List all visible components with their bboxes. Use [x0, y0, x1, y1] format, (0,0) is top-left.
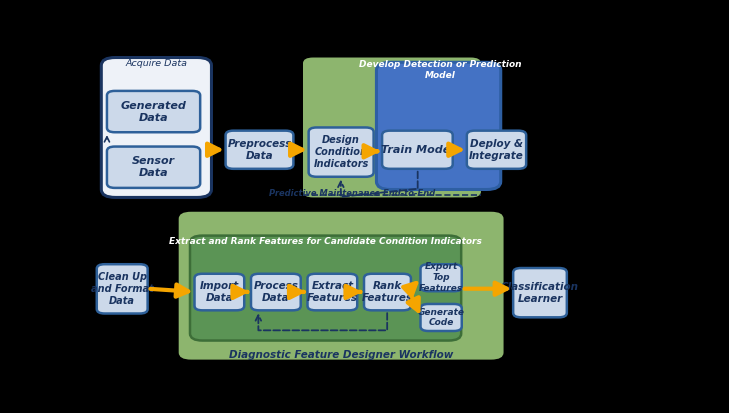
Text: Acquire Data: Acquire Data — [125, 59, 187, 69]
Text: Rank
Features: Rank Features — [362, 281, 413, 303]
FancyBboxPatch shape — [467, 131, 526, 169]
FancyBboxPatch shape — [303, 57, 481, 197]
Text: Extract
Features: Extract Features — [307, 281, 358, 303]
FancyBboxPatch shape — [107, 91, 200, 132]
Text: Process
Data: Process Data — [254, 281, 298, 303]
Text: Predictive Maintenance End-to-End: Predictive Maintenance End-to-End — [269, 189, 435, 198]
Text: Design
Condition
Indicators: Design Condition Indicators — [313, 135, 369, 169]
FancyBboxPatch shape — [97, 264, 147, 313]
FancyBboxPatch shape — [251, 274, 301, 310]
FancyBboxPatch shape — [376, 62, 501, 190]
Text: Generate
Code: Generate Code — [418, 308, 464, 328]
Text: Extract and Rank Features for Candidate Condition Indicators: Extract and Rank Features for Candidate … — [169, 237, 482, 247]
FancyBboxPatch shape — [107, 147, 200, 188]
FancyBboxPatch shape — [308, 128, 373, 177]
Text: Clean Up
and Format
Data: Clean Up and Format Data — [91, 272, 154, 306]
FancyBboxPatch shape — [308, 274, 357, 310]
FancyBboxPatch shape — [513, 268, 567, 317]
FancyBboxPatch shape — [421, 264, 461, 291]
FancyBboxPatch shape — [364, 274, 411, 310]
FancyBboxPatch shape — [195, 274, 244, 310]
FancyBboxPatch shape — [101, 57, 211, 197]
FancyBboxPatch shape — [421, 304, 461, 331]
Text: Export
Top
Features: Export Top Features — [419, 263, 463, 293]
Text: Train Model: Train Model — [381, 145, 454, 155]
Text: Deploy &
Integrate: Deploy & Integrate — [469, 139, 524, 161]
Text: Classification
Learner: Classification Learner — [501, 282, 579, 304]
Text: Sensor
Data: Sensor Data — [132, 156, 175, 178]
Text: Diagnostic Feature Designer Workflow: Diagnostic Feature Designer Workflow — [229, 350, 453, 360]
Text: Preprocess
Data: Preprocess Data — [227, 139, 292, 161]
Text: Develop Detection or Prediction
Model: Develop Detection or Prediction Model — [359, 60, 521, 80]
Text: Import
Data: Import Data — [200, 281, 239, 303]
FancyBboxPatch shape — [179, 212, 504, 360]
Text: Generated
Data: Generated Data — [120, 101, 187, 123]
FancyBboxPatch shape — [382, 131, 453, 169]
FancyBboxPatch shape — [225, 131, 293, 169]
FancyBboxPatch shape — [190, 235, 461, 341]
